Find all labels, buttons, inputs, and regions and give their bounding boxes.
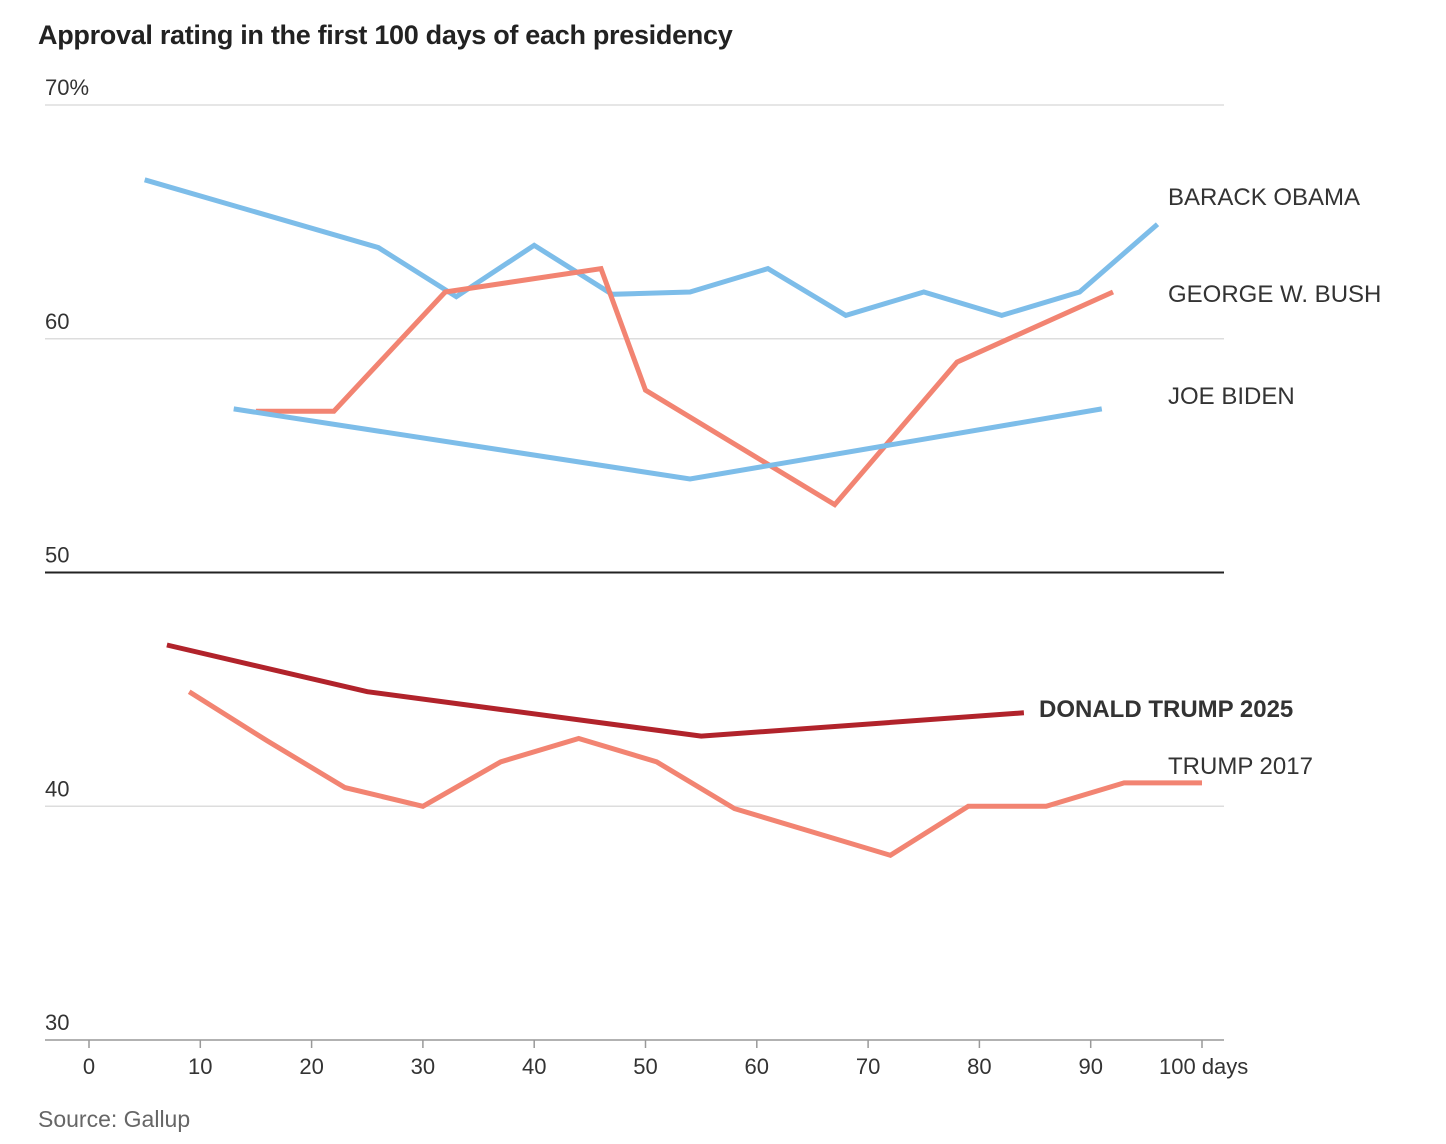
y-tick-label: 30 <box>45 1010 69 1035</box>
y-tick-label: 70% <box>45 75 89 100</box>
x-tick-label: 20 <box>299 1054 323 1079</box>
series-line-joe-biden <box>233 406 1103 482</box>
x-tick-label: 30 <box>411 1054 435 1079</box>
y-tick-label: 60 <box>45 309 69 334</box>
y-tick-label: 50 <box>45 543 69 568</box>
series-label-donald-trump-2025: DONALD TRUMP 2025 <box>1039 696 1293 723</box>
x-tick-label: 40 <box>522 1054 546 1079</box>
y-tick-label: 40 <box>45 776 69 801</box>
x-tick-label: 80 <box>967 1054 991 1079</box>
x-tick-label: 0 <box>83 1054 95 1079</box>
x-tick-label: 70 <box>856 1054 880 1079</box>
series-line-george-w-bush <box>255 265 1115 508</box>
series-label-george-w-bush: GEORGE W. BUSH <box>1168 281 1381 308</box>
series-label-joe-biden: JOE BIDEN <box>1168 383 1295 410</box>
series-line-donald-trump-2025 <box>166 642 1025 739</box>
series-label-barack-obama: BARACK OBAMA <box>1168 184 1360 211</box>
source-note: Source: Gallup <box>38 1106 191 1132</box>
x-tick-label: 10 <box>188 1054 212 1079</box>
series-label-trump-2017: TRUMP 2017 <box>1168 753 1313 780</box>
x-tick-label: 100 days <box>1159 1054 1248 1079</box>
chart-title: Approval rating in the first 100 days of… <box>38 20 733 50</box>
series-line-barack-obama <box>144 177 1160 319</box>
x-tick-label: 50 <box>633 1054 657 1079</box>
x-tick-label: 60 <box>745 1054 769 1079</box>
x-tick-label: 90 <box>1078 1054 1102 1079</box>
